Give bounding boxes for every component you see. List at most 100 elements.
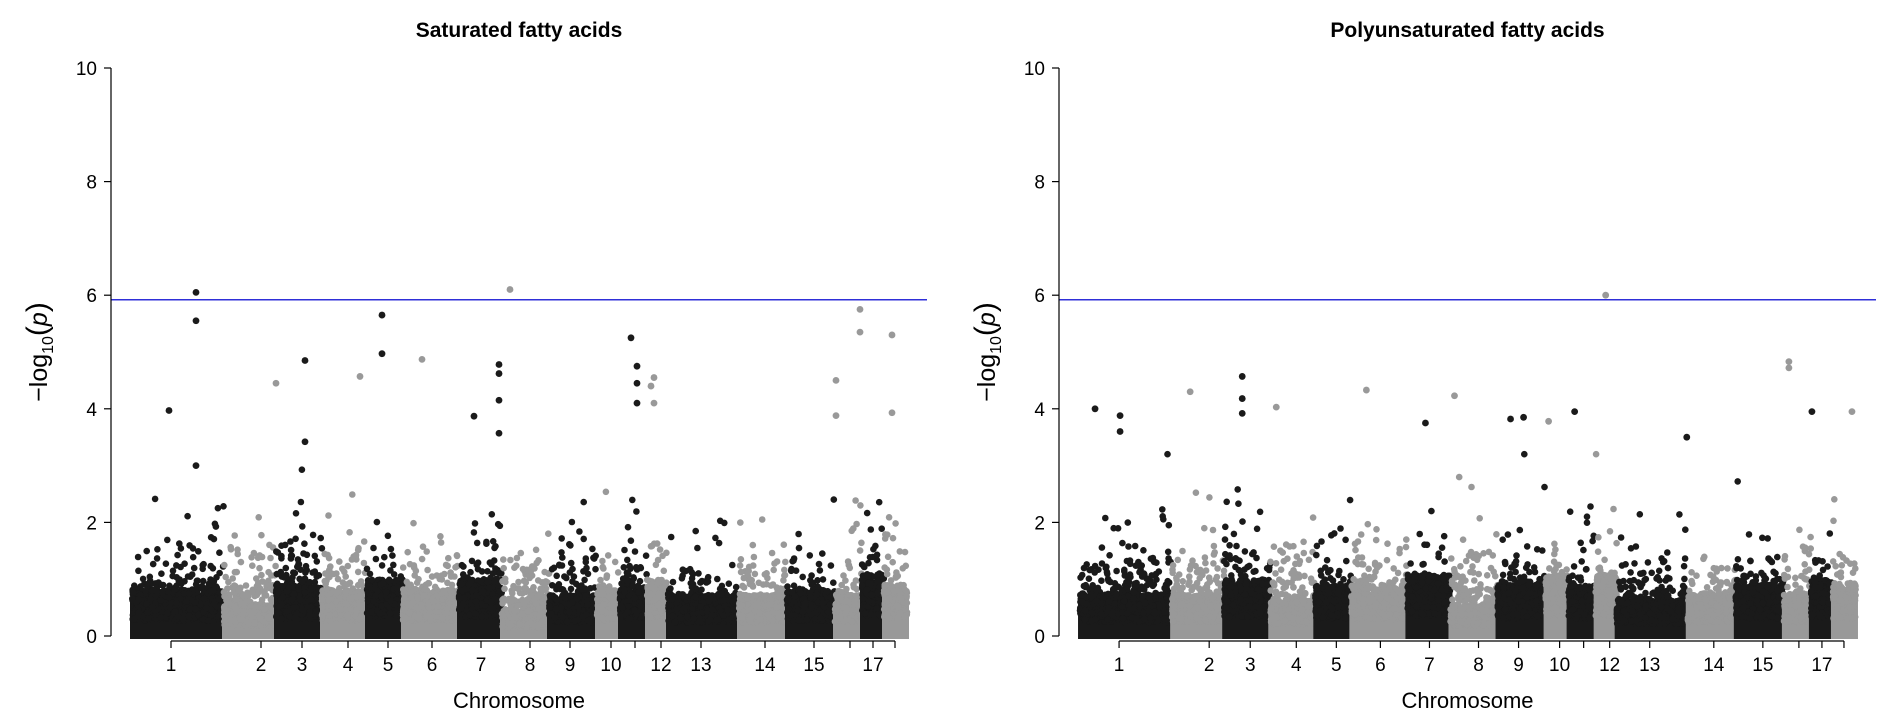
snp-point (444, 579, 451, 587)
snp-point (309, 569, 317, 576)
snp-point (129, 597, 136, 604)
snp-point (573, 595, 581, 602)
snp-point (430, 598, 437, 605)
snp-point (406, 609, 413, 617)
snp-point (485, 584, 493, 592)
snp-point (249, 562, 256, 569)
snp-point (134, 553, 142, 561)
snp-point (307, 596, 315, 603)
snp-point (144, 609, 151, 616)
snp-point (285, 584, 293, 591)
snp-point (367, 608, 375, 616)
snp-point (611, 558, 619, 566)
snp-point (638, 612, 646, 620)
snp-point (148, 587, 156, 595)
snp-point (177, 563, 184, 571)
snp-point (517, 549, 525, 557)
snp-point (571, 617, 579, 624)
snp-point (297, 596, 304, 604)
snp-point (242, 582, 250, 589)
snp-point (166, 582, 173, 590)
snp-point (438, 572, 445, 579)
snp-point (637, 564, 645, 572)
snp-point (491, 578, 498, 585)
snp-point (210, 587, 217, 594)
snp-point (597, 576, 604, 584)
snp-point (366, 570, 374, 578)
snp-point (157, 597, 165, 604)
snp-point (445, 554, 452, 562)
snp-point (220, 603, 228, 611)
snp-point (192, 605, 199, 613)
snp-point (600, 601, 608, 608)
snp-point (166, 604, 174, 612)
snp-point (244, 591, 252, 599)
snp-point (222, 622, 229, 629)
snp-point (374, 587, 382, 595)
snp-point (234, 546, 241, 553)
snp-point (287, 546, 295, 554)
snp-point (440, 588, 448, 596)
snp-point (494, 520, 502, 528)
snp-point (535, 605, 543, 612)
snp-point (619, 604, 626, 611)
snp-point (184, 512, 191, 520)
snp-point (159, 589, 166, 597)
snp-point (252, 603, 259, 611)
snp-point (522, 585, 530, 592)
snp-point (468, 577, 475, 585)
snp-point (162, 560, 170, 567)
snp-point (633, 508, 640, 515)
snp-point (462, 586, 469, 593)
snp-point (211, 520, 219, 528)
snp-point (174, 613, 182, 620)
snp-point (154, 546, 161, 553)
snp-point (530, 584, 537, 591)
snp-point (130, 589, 137, 596)
snp-point (532, 546, 540, 554)
snp-point (656, 546, 664, 553)
snp-point (545, 530, 552, 537)
snp-point (678, 575, 686, 582)
data-points (129, 286, 911, 639)
snp-point (278, 555, 285, 562)
snp-point (290, 590, 298, 598)
snp-point (164, 536, 171, 544)
snp-point (171, 586, 178, 593)
snp-point (216, 569, 223, 577)
snp-point (227, 543, 234, 551)
snp-point (344, 580, 352, 588)
snp-point (289, 574, 296, 581)
snp-point (301, 589, 309, 596)
snp-point (624, 577, 631, 585)
snp-point (349, 491, 356, 498)
snp-point (578, 586, 586, 593)
snp-point (425, 580, 433, 587)
snp-point (180, 590, 188, 597)
snp-point (207, 534, 215, 541)
snp-point (157, 614, 165, 621)
snp-point (624, 523, 632, 531)
snp-point (356, 592, 364, 600)
snp-point (256, 585, 264, 592)
snp-point (624, 556, 631, 564)
snp-point (525, 607, 532, 615)
snp-point (536, 612, 543, 619)
snp-point (368, 576, 376, 584)
snp-point (531, 596, 538, 604)
snp-point (511, 613, 519, 621)
snp-point (558, 549, 565, 556)
snp-point (344, 612, 351, 619)
snp-point (186, 542, 193, 549)
snp-point (214, 504, 222, 512)
snp-point (515, 585, 523, 592)
snp-point (392, 609, 400, 617)
snp-point (153, 555, 161, 562)
snp-point (231, 616, 238, 624)
snp-point (355, 615, 363, 623)
snp-point (221, 593, 228, 600)
snp-point (311, 552, 319, 560)
snp-point (309, 531, 317, 539)
snp-point (434, 603, 442, 610)
